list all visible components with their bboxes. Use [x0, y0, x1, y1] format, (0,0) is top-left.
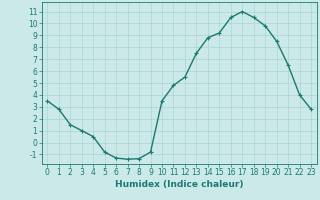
X-axis label: Humidex (Indice chaleur): Humidex (Indice chaleur)	[115, 180, 244, 189]
